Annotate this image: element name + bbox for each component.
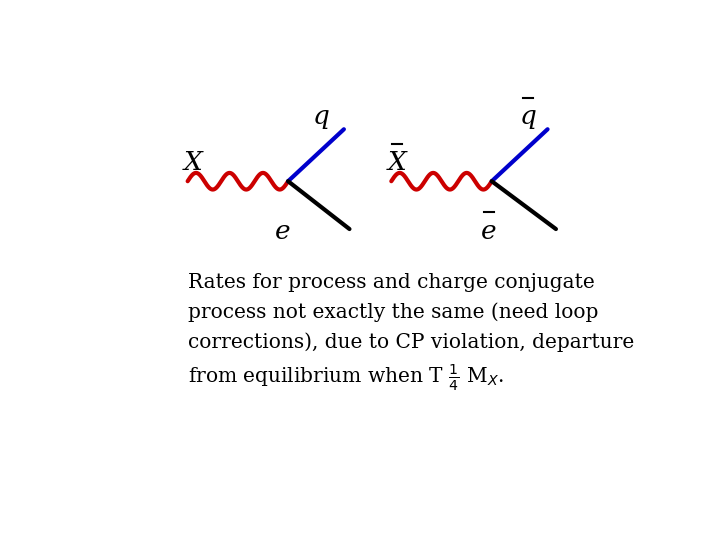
Text: corrections), due to CP violation, departure: corrections), due to CP violation, depar… bbox=[188, 333, 634, 352]
Text: X: X bbox=[184, 150, 202, 175]
Text: e: e bbox=[275, 219, 290, 244]
Text: process not exactly the same (need loop: process not exactly the same (need loop bbox=[188, 302, 598, 322]
Text: Rates for process and charge conjugate: Rates for process and charge conjugate bbox=[188, 273, 595, 292]
Text: from equilibrium when T $\frac{1}{4}$ M$_{X}$.: from equilibrium when T $\frac{1}{4}$ M$… bbox=[188, 362, 503, 393]
Text: e: e bbox=[481, 219, 497, 244]
Text: q: q bbox=[313, 104, 330, 129]
Text: q: q bbox=[520, 104, 536, 129]
Text: X: X bbox=[387, 150, 406, 175]
